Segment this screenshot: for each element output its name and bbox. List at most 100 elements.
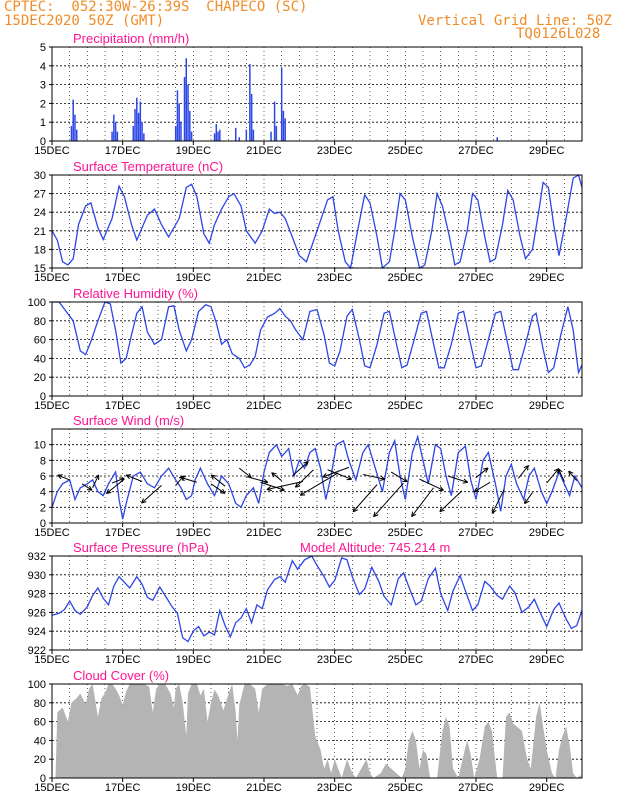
x-tick-label: 21DEC [246, 782, 282, 794]
x-tick-label: 29DEC [529, 145, 565, 157]
panel-frame [51, 174, 583, 269]
wind-arrow [390, 471, 408, 483]
y-tick-label: 60 [34, 335, 46, 347]
wind-arrow [524, 492, 533, 504]
wind-arrow-head [294, 482, 301, 488]
x-tick-label: 15DEC [34, 527, 70, 539]
wind-arrow-head [373, 511, 379, 518]
wind-arrow-head [94, 474, 100, 480]
precip-bar [275, 125, 278, 141]
y-tick-label: 80 [34, 316, 46, 328]
y-tick-label: 40 [34, 735, 46, 747]
x-tick-label: 25DEC [388, 654, 424, 666]
y-tick-label: 30 [34, 170, 46, 182]
panel-frame [51, 301, 583, 397]
y-tick-label: 928 [28, 589, 46, 601]
wind-arrow [419, 478, 444, 491]
wind-arrow-head [473, 487, 480, 493]
wind-arrow [473, 481, 491, 493]
y-tick-label: 924 [28, 626, 46, 638]
y-tick-label: 60 [34, 717, 46, 729]
header-line1: CPTEC: 052:30W-26:39S CHAPECO (SC) [4, 0, 308, 15]
y-tick-label: 922 [28, 645, 46, 657]
x-tick-label: 29DEC [529, 272, 565, 284]
x-tick-label: 17DEC [105, 145, 141, 157]
x-tick-label: 15DEC [34, 272, 70, 284]
x-tick-label: 27DEC [458, 782, 494, 794]
wind-arrow [291, 461, 309, 477]
wind-arrow-head [352, 506, 358, 513]
panel-3: 0 20 40 60 80 100 15DEC 17DEC 19DEC 21DEC 23DEC 25D… [28, 286, 583, 412]
panel-title: Precipitation (mm/h) [73, 31, 189, 46]
wind-arrow-head [524, 498, 530, 505]
wind-arrow-head [141, 498, 147, 504]
precip-bar [143, 133, 145, 141]
precip-bar [282, 110, 285, 141]
x-tick-label: 17DEC [105, 782, 141, 794]
wind-arrow-head [402, 477, 408, 483]
wind-arrow-head [523, 465, 529, 471]
precip-bar [70, 125, 73, 141]
panel-title: Surface Temperature (nC) [73, 159, 223, 174]
x-tick-label: 29DEC [529, 654, 565, 666]
x-tick-label: 15DEC [34, 654, 70, 666]
precip-bar [111, 131, 113, 141]
x-tick-label: 21DEC [246, 272, 282, 284]
wind-arrow [327, 469, 352, 480]
panel-title: Surface Wind (m/s) [73, 413, 184, 428]
precip-bar [234, 127, 237, 141]
header-model-id: TQ0126L028 [516, 26, 601, 42]
y-tick-label: 20 [34, 754, 46, 766]
x-tick-label: 17DEC [105, 400, 141, 412]
precip-bar [137, 112, 140, 141]
wind-arrow [81, 483, 93, 491]
precip-bar [284, 118, 286, 141]
y-tick-label: 930 [28, 570, 46, 582]
x-tick-label: 15DEC [34, 782, 70, 794]
series-line [51, 555, 583, 643]
x-tick-label: 23DEC [317, 782, 353, 794]
y-tick-label: 40 [34, 353, 46, 365]
wind-arrow-head [266, 485, 272, 492]
wind-arrow [373, 482, 404, 517]
wind-arrow-head [303, 461, 309, 467]
wind-arrow-head [557, 468, 563, 474]
panel-5: 922 924 926 928 930 932 15DEC 17DEC 19DEC 21DEC 23… [28, 540, 583, 666]
x-tick-label: 27DEC [458, 527, 494, 539]
x-tick-label: 25DEC [388, 145, 424, 157]
precip-bar [72, 99, 74, 141]
x-tick-label: 23DEC [317, 145, 353, 157]
x-tick-label: 27DEC [458, 400, 494, 412]
series-line [52, 301, 583, 375]
precip-bar [113, 114, 115, 141]
wind-arrow [141, 485, 162, 504]
x-tick-label: 23DEC [317, 654, 353, 666]
precip-bar [178, 103, 180, 141]
wind-arrow [111, 477, 125, 484]
x-tick-label: 27DEC [458, 272, 494, 284]
y-tick-label: 4 [40, 61, 46, 73]
precip-bar [280, 67, 283, 141]
precip-bar [183, 77, 186, 141]
y-tick-label: 20 [34, 372, 46, 384]
panel-2: 15 18 21 24 27 30 15DEC 17DEC 19DEC 21DEC 23DEC 25D… [34, 159, 583, 284]
wind-arrow-head [438, 486, 444, 491]
wind-arrow [57, 474, 70, 481]
precip-bar [174, 125, 177, 141]
wind-arrow [106, 478, 125, 494]
wind-arrow [125, 474, 143, 482]
panel-title: Surface Pressure (hPa) [73, 540, 209, 555]
wind-arrow-head [210, 474, 217, 480]
wind-arrow-head [483, 467, 489, 473]
y-tick-label: 24 [34, 207, 46, 219]
precip-bar [273, 101, 276, 141]
panel-4: 0 2 4 6 8 10 15DEC 17DEC 19DEC 21DEC 23DEC 25DEC 27D… [34, 413, 583, 539]
wind-arrow [439, 490, 463, 513]
y-tick-label: 2 [40, 502, 46, 514]
y-tick-label: 100 [28, 297, 46, 309]
precip-bar [185, 58, 188, 141]
x-tick-label: 17DEC [105, 654, 141, 666]
y-tick-label: 18 [34, 244, 46, 256]
precip-bar [189, 110, 191, 141]
